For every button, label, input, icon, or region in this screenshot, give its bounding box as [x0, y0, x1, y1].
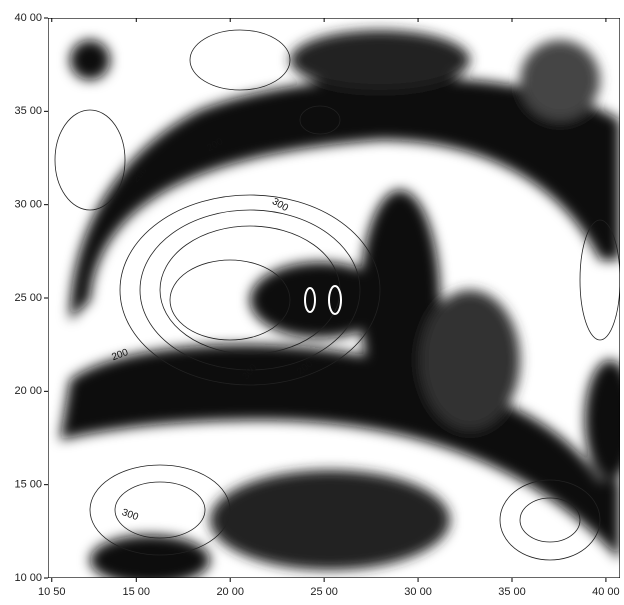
y-tick-label: 40 00 — [14, 12, 42, 24]
x-tick-label: 25 00 — [310, 586, 338, 598]
x-tick-label: 30 00 — [404, 586, 432, 598]
x-tick-label: 35 00 — [498, 586, 526, 598]
y-tick-label: 30 00 — [14, 199, 42, 211]
y-tick-label: 20 00 — [14, 385, 42, 397]
x-tick-label: 15 00 — [123, 586, 151, 598]
x-tick-label: 20 00 — [216, 586, 244, 598]
y-tick-label: 10 00 — [14, 572, 42, 584]
y-tick-label: 25 00 — [14, 292, 42, 304]
contour-field — [48, 18, 620, 578]
x-tick-label: 10 50 — [38, 586, 66, 598]
y-tick-label: 15 00 — [14, 479, 42, 491]
y-tick-label: 35 00 — [14, 105, 42, 117]
x-tick-label: 40 00 — [592, 586, 620, 598]
